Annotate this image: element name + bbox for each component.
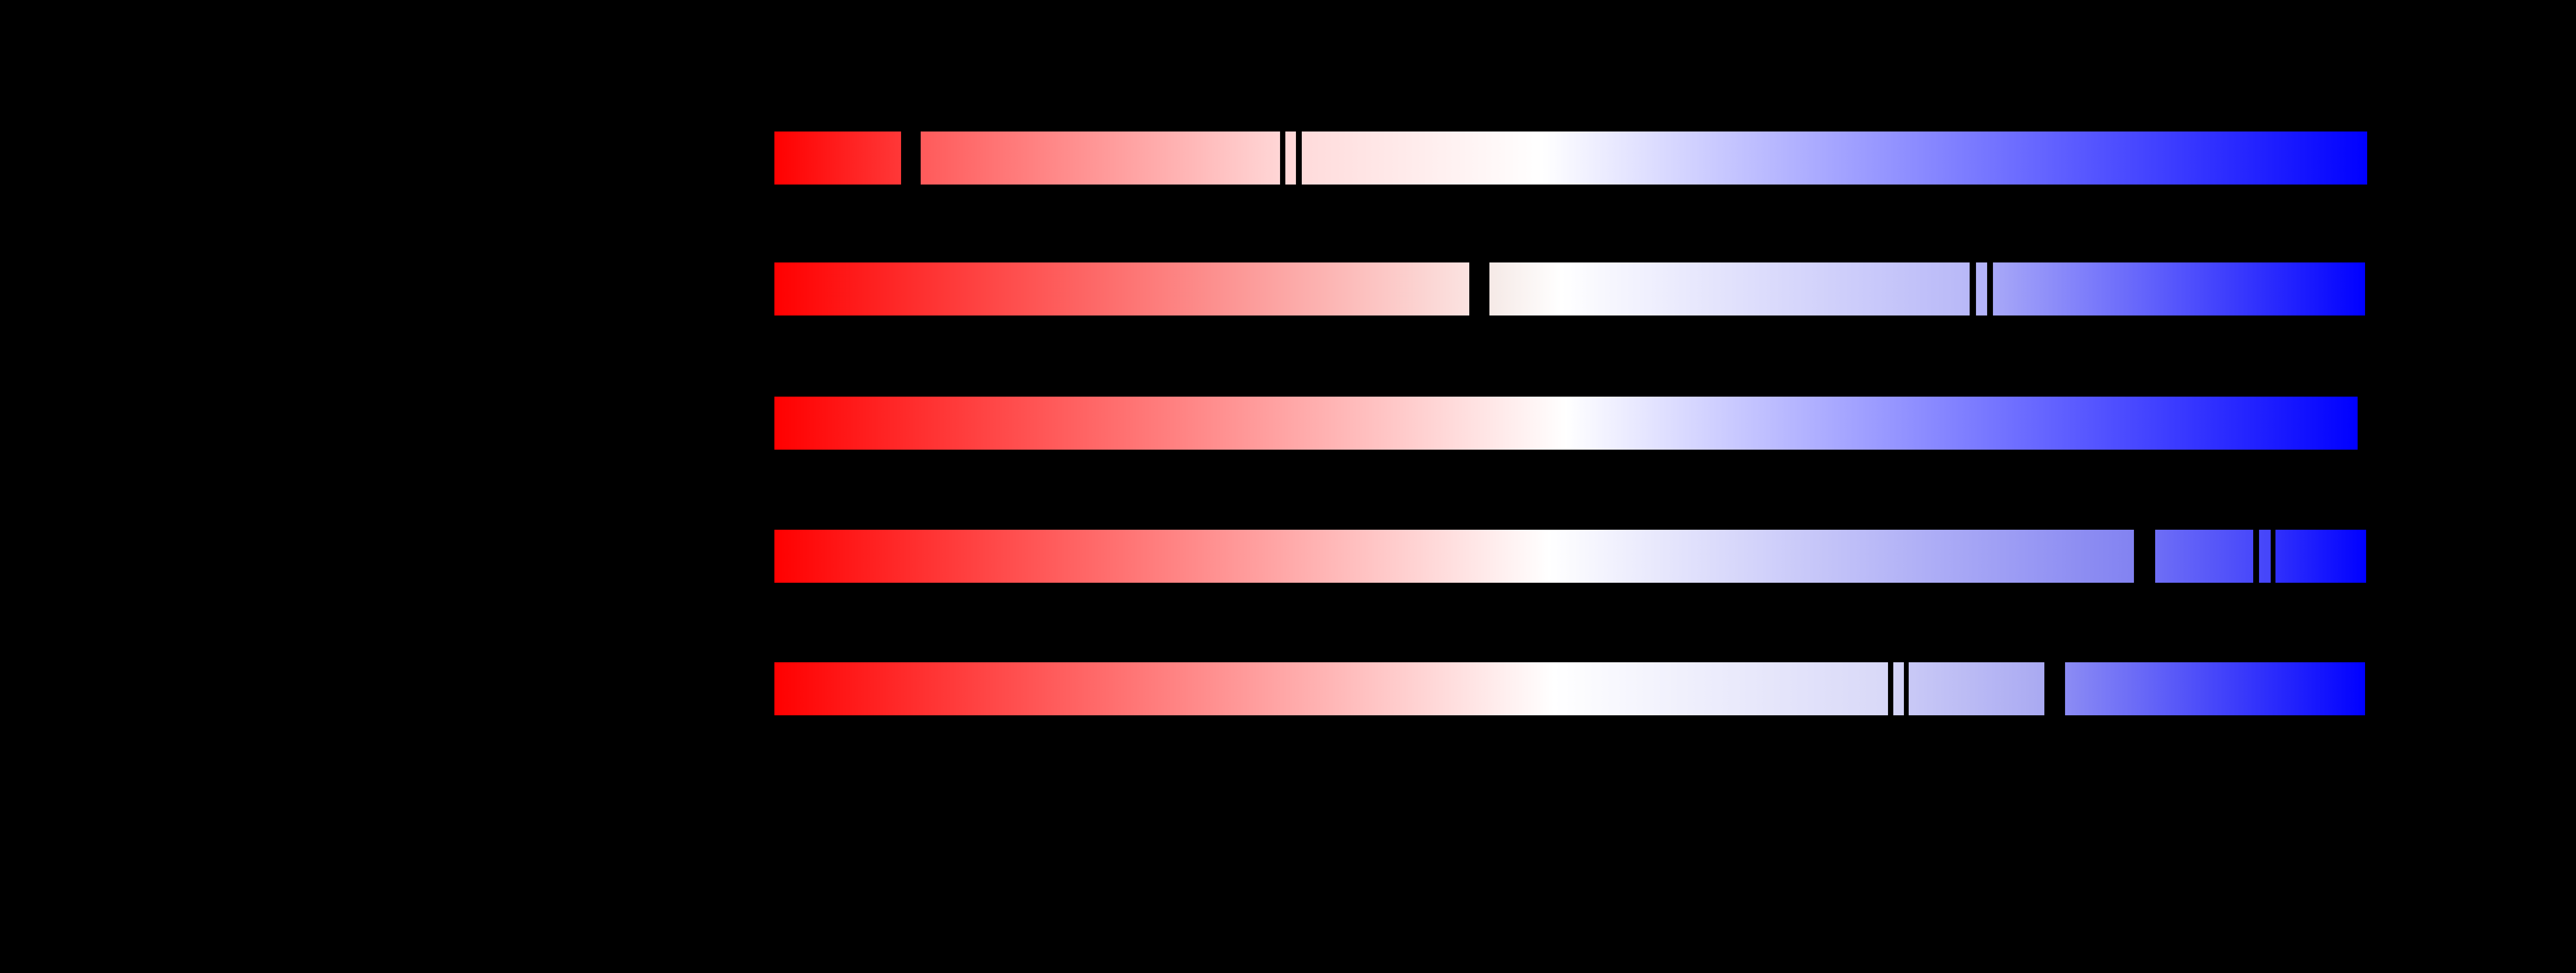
bar-segment	[774, 530, 2134, 583]
bar-segment	[1893, 662, 1904, 715]
bar-segment	[774, 132, 901, 185]
gradient-bar-row-5	[0, 662, 2576, 715]
gradient-bar-row-2	[0, 262, 2576, 315]
gradient-bar-row-3	[0, 397, 2576, 450]
gradient-bar-row-1	[0, 132, 2576, 185]
bar-segment	[2065, 662, 2365, 715]
bar-segment	[774, 262, 1469, 315]
bar-segment	[774, 662, 1888, 715]
bar-segment	[1285, 132, 1296, 185]
bar-segment	[1976, 262, 1987, 315]
bar-segment	[2275, 530, 2366, 583]
bar-segment	[1909, 662, 2044, 715]
bar-segment	[2259, 530, 2271, 583]
bar-segment	[774, 397, 2358, 450]
bar-segment	[1993, 262, 2365, 315]
bar-segment	[2155, 530, 2253, 583]
gradient-bar-row-4	[0, 530, 2576, 583]
bar-segment	[1302, 132, 2367, 185]
bar-segment	[921, 132, 1280, 185]
bar-segment	[1489, 262, 1970, 315]
